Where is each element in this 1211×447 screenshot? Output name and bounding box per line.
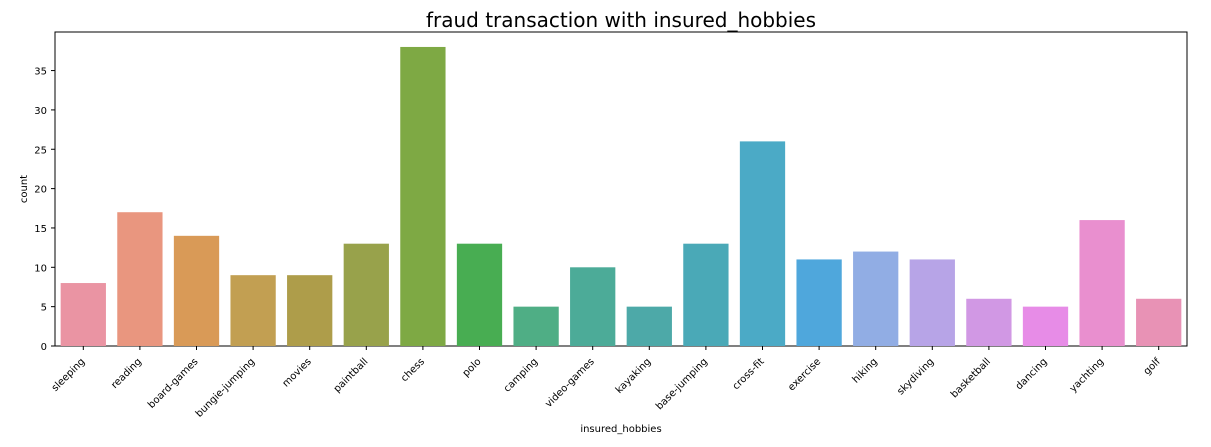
x-tick-label: cross-fit	[731, 356, 767, 392]
y-tick-label: 5	[41, 303, 47, 314]
bar-kayaking	[626, 306, 672, 346]
y-axis: 0 5 10 15 20 25 30 35	[34, 67, 55, 353]
bar-cross-fit	[739, 141, 786, 346]
bar-board-games	[173, 235, 220, 346]
y-tick-label: 25	[34, 145, 47, 156]
x-tick-label: hiking	[851, 356, 880, 385]
bar-bungie-jumping	[230, 275, 276, 346]
bar-yachting	[1079, 220, 1125, 346]
bar-camping	[513, 306, 559, 346]
bar-exercise	[796, 259, 842, 346]
x-tick-label: basketball	[949, 356, 993, 400]
x-tick-label: bungie-jumping	[194, 356, 257, 419]
x-tick-label: movies	[281, 356, 314, 389]
x-tick-label: video-games	[543, 356, 597, 410]
x-tick-label: golf	[1142, 356, 1163, 377]
y-tick-label: 20	[34, 185, 47, 196]
bar-chess	[400, 46, 446, 346]
y-tick-label: 10	[34, 263, 47, 274]
bar-skydiving	[909, 259, 955, 346]
y-tick-label: 35	[34, 67, 47, 78]
bar-golf	[1136, 298, 1182, 346]
y-tick-label: 0	[41, 342, 47, 353]
x-tick-label: paintball	[332, 356, 371, 395]
bar-video-games	[570, 267, 616, 346]
x-axis: sleeping reading board-gamesbungie-jumping…	[50, 346, 1163, 420]
y-axis-label: count	[19, 175, 30, 203]
bar-polo	[456, 243, 503, 346]
x-tick-label: board-games	[146, 356, 201, 411]
bar-hiking	[853, 251, 899, 346]
x-tick-label: yachting	[1068, 356, 1106, 394]
bar-base-jumping	[683, 243, 729, 346]
bar-movies	[287, 275, 333, 346]
bar-dancing	[1022, 306, 1069, 346]
x-axis-label: insured_hobbies	[580, 424, 661, 435]
bar-paintball	[343, 243, 389, 346]
x-tick-label: chess	[399, 356, 427, 384]
bars-group	[60, 46, 1182, 346]
x-tick-label: skydiving	[895, 356, 936, 397]
x-tick-label: exercise	[786, 356, 823, 393]
x-tick-label: base-jumping	[654, 356, 710, 412]
bar-reading	[117, 212, 163, 346]
x-tick-label: sleeping	[50, 356, 88, 394]
x-tick-label: polo	[461, 356, 484, 379]
bar-sleeping	[60, 283, 106, 346]
plot-frame	[54, 31, 1188, 347]
bar-basketball	[966, 298, 1012, 346]
y-tick-label: 30	[34, 106, 47, 117]
x-tick-label: reading	[109, 356, 144, 391]
x-tick-label: kayaking	[614, 356, 654, 396]
x-tick-label: dancing	[1014, 356, 1050, 392]
plot-area	[54, 31, 1188, 347]
chart-title: fraud transaction with insured_hobbies	[426, 8, 816, 32]
y-tick-label: 15	[34, 224, 47, 235]
x-tick-label: camping	[502, 356, 540, 394]
